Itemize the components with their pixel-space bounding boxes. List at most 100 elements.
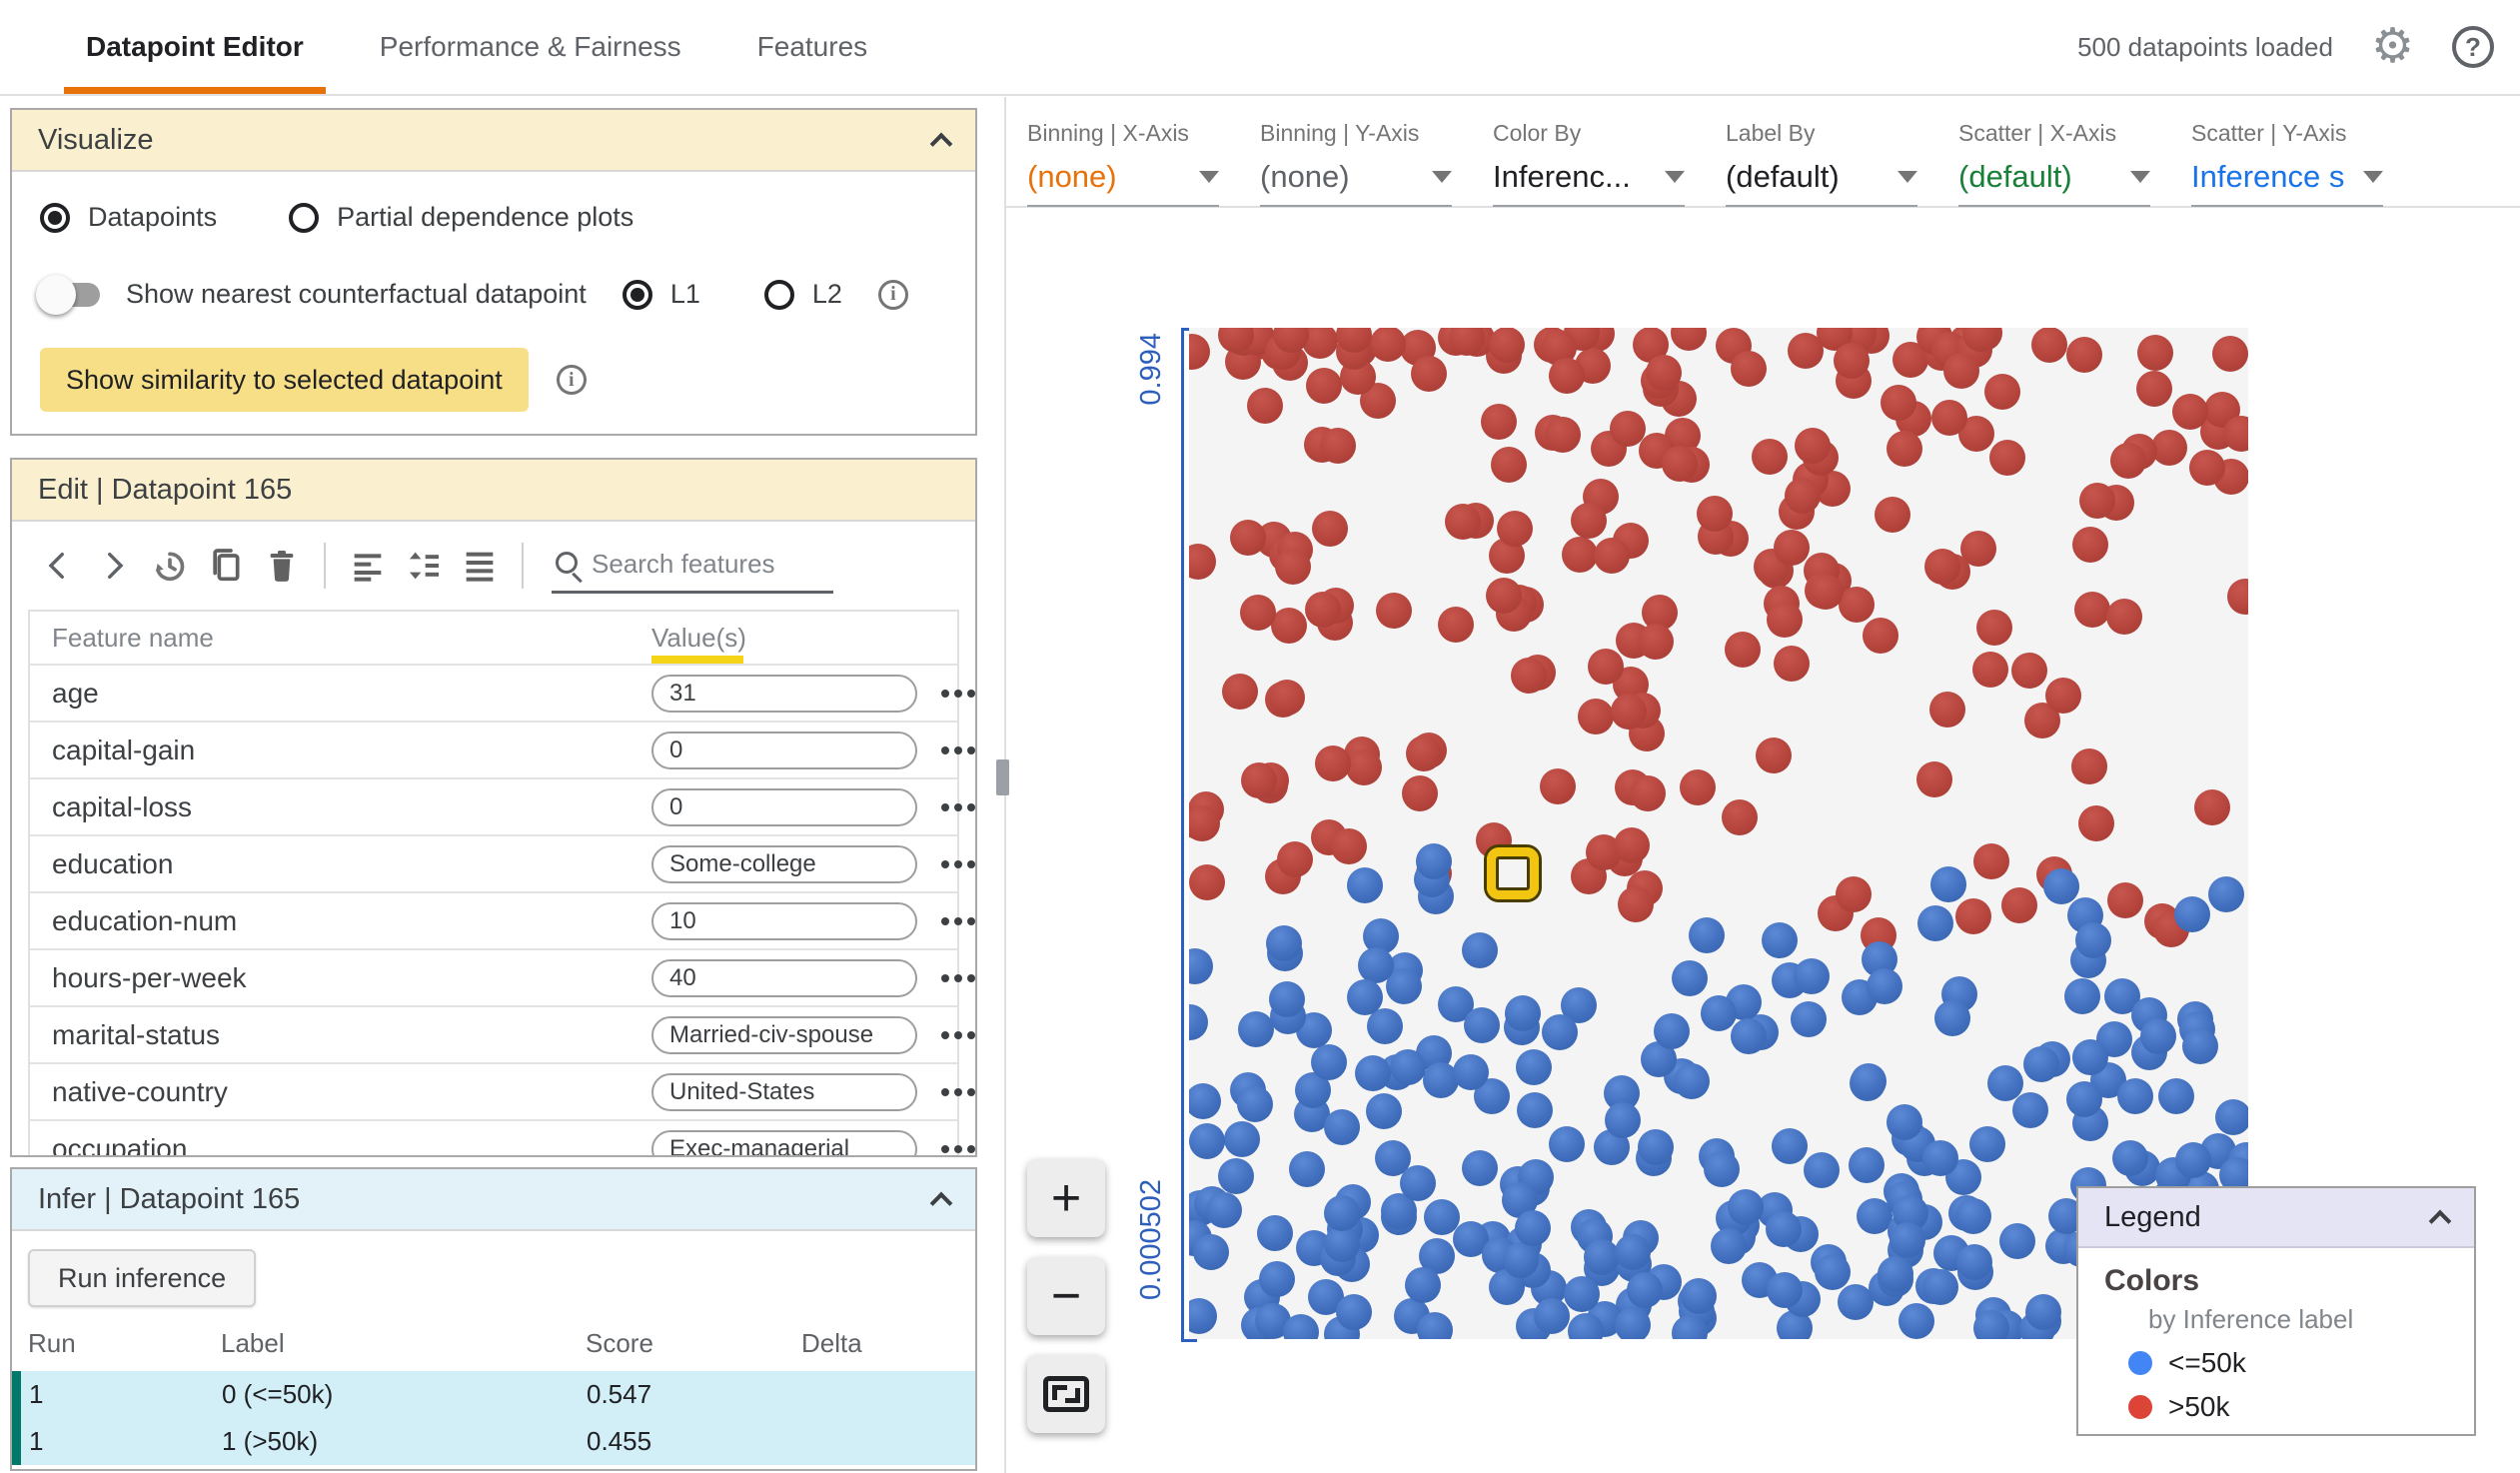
datapoint-dot-le50k[interactable] [1288, 1150, 1325, 1187]
tab[interactable]: Features [756, 31, 868, 62]
datapoint-dot-le50k[interactable] [1189, 1298, 1217, 1335]
datapoint-dot-gt50k[interactable] [1311, 511, 1348, 548]
datapoint-dot-gt50k[interactable] [1406, 736, 1443, 772]
datapoint-dot-gt50k[interactable] [2211, 336, 2248, 373]
datapoint-dot-gt50k[interactable] [1984, 373, 2021, 410]
datapoint-dot-gt50k[interactable] [1445, 504, 1482, 541]
datapoint-dot-le50k[interactable] [1731, 1018, 1767, 1055]
datapoint-dot-gt50k[interactable] [1961, 328, 1998, 352]
datapoint-dot-gt50k[interactable] [1756, 736, 1793, 773]
datapoint-dot-le50k[interactable] [1324, 1194, 1361, 1231]
feature-value-input[interactable] [651, 1072, 917, 1111]
datapoint-dot-le50k[interactable] [1258, 1260, 1295, 1297]
datapoint-dot-gt50k[interactable] [1976, 609, 2013, 646]
datapoints-radio[interactable] [40, 202, 70, 233]
datapoint-dot-gt50k[interactable] [1562, 536, 1599, 573]
datapoint-dot-le50k[interactable] [1701, 994, 1738, 1031]
datapoint-dot-gt50k[interactable] [1774, 530, 1811, 567]
datapoint-dot-le50k[interactable] [2116, 1077, 2153, 1114]
datapoint-dot-le50k[interactable] [1335, 1294, 1372, 1331]
datapoint-dot-le50k[interactable] [1973, 1310, 2010, 1339]
datapoint-dot-le50k[interactable] [1517, 1091, 1554, 1128]
datapoint-dot-le50k[interactable] [1790, 1001, 1827, 1038]
datapoint-dot-gt50k[interactable] [2070, 747, 2107, 784]
datapoint-dot-le50k[interactable] [1889, 1221, 1925, 1258]
feature-value-input[interactable] [651, 901, 917, 940]
datapoint-dot-le50k[interactable] [2071, 1038, 2108, 1075]
datapoint-dot-le50k[interactable] [1955, 1198, 1992, 1235]
datapoint-dot-le50k[interactable] [1366, 1008, 1403, 1045]
view-short-list-icon[interactable] [340, 538, 396, 594]
datapoint-dot-gt50k[interactable] [1411, 355, 1448, 392]
datapoint-dot-le50k[interactable] [1681, 1277, 1718, 1314]
datapoint-dot-gt50k[interactable] [1629, 775, 1666, 812]
datapoint-dot-le50k[interactable] [1987, 1064, 2024, 1101]
datapoint-dot-le50k[interactable] [1761, 922, 1798, 959]
datapoint-dot-le50k[interactable] [1464, 1006, 1501, 1043]
dropdown-select[interactable]: Inferenc... [1493, 157, 1685, 197]
datapoint-dot-le50k[interactable] [1237, 1086, 1274, 1123]
datapoint-dot-le50k[interactable] [1866, 967, 1902, 1004]
datapoint-dot-gt50k[interactable] [1497, 511, 1534, 548]
datapoint-dot-gt50k[interactable] [2110, 442, 2147, 479]
datapoint-dot-gt50k[interactable] [1345, 749, 1382, 786]
datapoint-dot-le50k[interactable] [1192, 1234, 1229, 1271]
delete-datapoint-icon[interactable] [254, 538, 310, 594]
datapoint-dot-le50k[interactable] [1856, 1198, 1892, 1235]
datapoints-scatter-plot[interactable] [1189, 328, 2248, 1339]
datapoint-dot-gt50k[interactable] [1943, 353, 1980, 390]
datapoint-dot-gt50k[interactable] [1306, 367, 1343, 404]
datapoint-dot-le50k[interactable] [2215, 1098, 2248, 1135]
datapoint-dot-gt50k[interactable] [1767, 602, 1804, 639]
values-column-header[interactable]: Value(s) [651, 622, 746, 664]
datapoint-dot-gt50k[interactable] [2078, 805, 2115, 842]
datapoint-dot-gt50k[interactable] [1222, 673, 1259, 710]
datapoint-dot-gt50k[interactable] [1924, 548, 1961, 585]
datapoint-dot-gt50k[interactable] [1696, 496, 1733, 533]
feature-options-menu-icon[interactable] [941, 802, 975, 811]
datapoint-dot-le50k[interactable] [1674, 1062, 1711, 1099]
collapse-chevron-icon[interactable] [2428, 1209, 2452, 1233]
datapoint-dot-le50k[interactable] [1189, 947, 1214, 984]
zoom-in-button[interactable]: + [1027, 1159, 1105, 1237]
datapoint-dot-le50k[interactable] [1814, 1254, 1851, 1290]
datapoint-dot-le50k[interactable] [1189, 1003, 1208, 1040]
datapoint-dot-gt50k[interactable] [2136, 370, 2173, 407]
datapoint-dot-le50k[interactable] [1564, 1276, 1600, 1313]
datapoint-dot-le50k[interactable] [2140, 1018, 2177, 1054]
datapoint-dot-gt50k[interactable] [1438, 607, 1475, 644]
feature-value-input[interactable] [651, 958, 917, 997]
datapoint-dot-le50k[interactable] [1604, 1101, 1641, 1138]
similarity-info-icon[interactable] [556, 365, 587, 395]
datapoint-dot-gt50k[interactable] [1774, 646, 1811, 683]
datapoint-dot-le50k[interactable] [1804, 1151, 1841, 1188]
datapoint-dot-le50k[interactable] [1534, 1298, 1571, 1335]
counterfactual-toggle[interactable] [36, 274, 100, 315]
datapoint-dot-le50k[interactable] [1638, 1128, 1675, 1165]
feature-options-menu-icon[interactable] [941, 1087, 975, 1096]
datapoint-dot-gt50k[interactable] [2074, 591, 2111, 628]
datapoint-dot-le50k[interactable] [1728, 1189, 1765, 1226]
datapoint-dot-gt50k[interactable] [1189, 863, 1225, 900]
revert-history-icon[interactable] [142, 538, 198, 594]
datapoint-dot-gt50k[interactable] [1721, 798, 1758, 835]
datapoint-dot-gt50k[interactable] [1609, 411, 1646, 448]
datapoint-dot-le50k[interactable] [1583, 1239, 1620, 1276]
datapoint-dot-gt50k[interactable] [1319, 428, 1356, 465]
view-dense-list-icon[interactable] [452, 538, 508, 594]
datapoint-dot-gt50k[interactable] [1240, 594, 1277, 631]
datapoint-dot-gt50k[interactable] [1240, 762, 1277, 799]
datapoint-dot-gt50k[interactable] [2066, 337, 2103, 374]
datapoint-dot-gt50k[interactable] [1886, 431, 1922, 468]
datapoint-dot-le50k[interactable] [1916, 905, 1953, 942]
datapoint-dot-le50k[interactable] [1502, 1242, 1539, 1279]
inference-result-row[interactable]: 1 1 (>50k) 0.455 [21, 1418, 975, 1465]
datapoint-dot-gt50k[interactable] [1881, 384, 1917, 421]
datapoint-dot-gt50k[interactable] [2000, 886, 2037, 923]
datapoint-dot-gt50k[interactable] [1988, 440, 2025, 477]
datapoint-dot-le50k[interactable] [1283, 1314, 1320, 1339]
datapoint-dot-le50k[interactable] [2182, 1028, 2219, 1065]
datapoint-dot-gt50k[interactable] [1375, 593, 1412, 630]
datapoint-dot-gt50k[interactable] [1246, 387, 1283, 424]
datapoint-dot-le50k[interactable] [1568, 1312, 1605, 1339]
